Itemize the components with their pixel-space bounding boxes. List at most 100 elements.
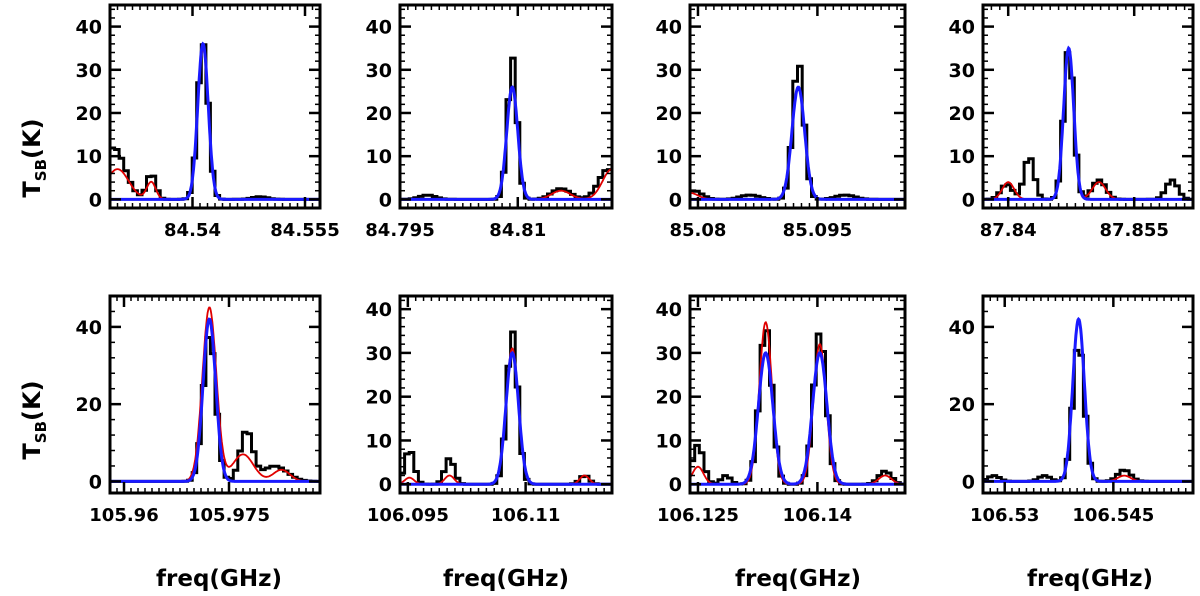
model-red-curve xyxy=(690,321,905,486)
x-tick-label: 85.08 xyxy=(669,220,726,241)
x-tick-label: 106.14 xyxy=(783,505,852,526)
plot-area xyxy=(690,64,905,201)
model-blue-curve xyxy=(110,41,320,201)
plot-area xyxy=(110,41,320,201)
y-tick-label: 40 xyxy=(949,317,975,339)
y-tick-label: 40 xyxy=(366,299,392,321)
plot-area xyxy=(690,321,905,486)
model-red-curve xyxy=(983,50,1193,201)
plot-area xyxy=(400,56,612,201)
y-tick-label: 40 xyxy=(76,317,102,339)
observed-spectrum xyxy=(110,43,320,201)
y-tick-label: 0 xyxy=(89,189,102,211)
y-tick-label: 10 xyxy=(76,146,102,168)
model-red-curve xyxy=(690,86,905,201)
y-tick-label: 20 xyxy=(366,387,392,409)
x-tick-label: 106.545 xyxy=(1072,505,1154,526)
y-axis-label-bottom: TSB(K) xyxy=(18,380,50,459)
panel-5: 105.96 105.975 0 20 40 xyxy=(76,294,322,526)
y-tick-label: 0 xyxy=(89,471,102,493)
y-tick-label: 10 xyxy=(366,430,392,452)
svg-text:TSB(K): TSB(K) xyxy=(18,118,50,197)
panel-3: 85.08 85.095 0 10 20 30 40 xyxy=(656,3,907,241)
plot-area xyxy=(983,316,1193,483)
panel-8: 106.53 106.545 0 20 40 xyxy=(949,294,1195,526)
x-tick-label: 105.975 xyxy=(188,505,270,526)
x-tick-label: 106.095 xyxy=(367,505,449,526)
y-label-sub: SB xyxy=(32,159,50,181)
y-tick-label: 20 xyxy=(76,394,102,416)
panel-1: 84.54 84.555 0 10 20 30 40 xyxy=(76,3,340,241)
observed-spectrum xyxy=(983,348,1193,483)
x-tick-label: 105.96 xyxy=(89,505,158,526)
y-tick-label: 40 xyxy=(656,299,682,321)
model-blue-curve xyxy=(690,351,905,486)
model-blue-curve xyxy=(400,351,612,486)
y-tick-label: 10 xyxy=(656,146,682,168)
x-tick-label: 85.095 xyxy=(783,220,852,241)
plot-area xyxy=(400,330,612,486)
y-tick-label: 20 xyxy=(366,103,392,125)
y-tick-label: 0 xyxy=(669,189,682,211)
model-blue-curve xyxy=(983,316,1193,483)
plot-area xyxy=(983,45,1193,201)
panel-4: 87.84 87.855 0 10 20 30 40 xyxy=(949,3,1195,241)
y-tick-label: 30 xyxy=(366,343,392,365)
panel-frame xyxy=(398,294,614,495)
y-tick-label: 30 xyxy=(366,60,392,82)
y-axis-label-top: TSB(K) xyxy=(18,118,50,197)
y-tick-label: 0 xyxy=(379,189,392,211)
y-tick-label: 0 xyxy=(962,471,975,493)
y-tick-label: 0 xyxy=(669,474,682,496)
plot-area xyxy=(110,306,320,483)
y-tick-label: 40 xyxy=(366,17,392,39)
y-tick-label: 20 xyxy=(949,394,975,416)
panel-frame xyxy=(981,3,1195,210)
y-tick-label: 30 xyxy=(656,343,682,365)
x-tick-label: 87.84 xyxy=(980,220,1037,241)
x-tick-label: 106.125 xyxy=(657,505,739,526)
y-tick-label: 0 xyxy=(379,474,392,496)
y-label-unit: (K) xyxy=(18,118,46,159)
y-tick-label: 40 xyxy=(656,17,682,39)
x-axis-label-4: freq(GHz) xyxy=(1027,566,1153,592)
panel-frame xyxy=(688,294,907,495)
x-axis-label-3: freq(GHz) xyxy=(735,566,861,592)
panel-2: 84.795 84.81 0 10 20 30 40 xyxy=(365,3,614,241)
y-label-sub: SB xyxy=(32,421,50,443)
x-tick-label: 87.855 xyxy=(1099,220,1168,241)
model-blue-curve xyxy=(110,317,320,483)
y-label-main: T xyxy=(18,443,46,460)
panel-frame xyxy=(688,3,907,210)
y-tick-label: 30 xyxy=(656,60,682,82)
model-blue-curve xyxy=(983,45,1193,201)
y-tick-label: 0 xyxy=(962,189,975,211)
y-label-main: T xyxy=(18,181,46,198)
x-axis-label-1: freq(GHz) xyxy=(156,566,282,592)
y-tick-label: 20 xyxy=(656,103,682,125)
y-tick-label: 40 xyxy=(949,17,975,39)
y-tick-label: 30 xyxy=(949,60,975,82)
x-tick-label: 106.11 xyxy=(491,505,560,526)
panel-frame xyxy=(398,3,614,210)
y-tick-label: 10 xyxy=(949,146,975,168)
model-blue-curve xyxy=(400,85,612,201)
panel-6: 106.095 106.11 0 10 20 30 40 xyxy=(366,294,614,526)
svg-text:TSB(K): TSB(K) xyxy=(18,380,50,459)
x-tick-label: 84.795 xyxy=(365,220,434,241)
observed-spectrum xyxy=(983,51,1193,201)
x-tick-label: 84.54 xyxy=(164,220,221,241)
y-label-unit: (K) xyxy=(18,380,46,421)
observed-spectrum xyxy=(690,329,905,486)
y-tick-label: 20 xyxy=(656,387,682,409)
y-tick-label: 10 xyxy=(656,430,682,452)
panel-frame xyxy=(981,294,1195,495)
panel-7: 106.125 106.14 0 10 20 30 40 xyxy=(656,294,907,526)
model-blue-curve xyxy=(690,85,905,201)
y-tick-label: 30 xyxy=(76,60,102,82)
y-tick-label: 40 xyxy=(76,17,102,39)
y-tick-label: 10 xyxy=(366,146,392,168)
y-tick-label: 20 xyxy=(949,103,975,125)
x-axis-label-2: freq(GHz) xyxy=(443,566,569,592)
